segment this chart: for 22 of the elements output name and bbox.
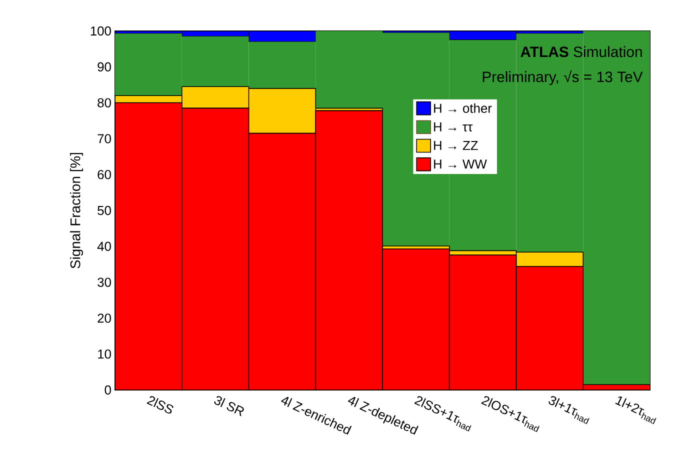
y-tick-label: 0 — [104, 385, 111, 395]
y-tick-label: 20 — [98, 314, 111, 323]
annotation: Preliminary, √s = 13 TeV — [482, 70, 643, 86]
y-tick-label: 50 — [98, 206, 111, 216]
y-tick-label: 80 — [98, 98, 111, 108]
y-tick-label: 90 — [98, 62, 111, 72]
x-tick-label: 2lSS — [146, 396, 174, 414]
y-tick-label: 30 — [98, 278, 111, 287]
annotation: ATLAS Simulation — [520, 46, 642, 58]
y-tick-label: 10 — [98, 349, 111, 359]
legend-label: H → ZZ — [434, 141, 478, 150]
x-tick-label: 3l SR — [214, 396, 244, 416]
y-tick-label: 40 — [97, 242, 111, 251]
y-tick-label: 100 — [90, 26, 111, 36]
x-tick-label: 3l+1τ$_{had}$ — [548, 396, 590, 424]
legend-label: H → ττ — [434, 122, 473, 132]
legend-label: H → WW — [434, 160, 487, 168]
legend-label: H → other — [434, 103, 492, 113]
y-tick-label: 70 — [98, 134, 111, 144]
x-tick-label: 1l+2τ$_{had}$ — [615, 396, 656, 424]
y-tick-label: 60 — [98, 170, 111, 180]
y-axis-title: Signal Fraction [%] — [70, 152, 84, 268]
